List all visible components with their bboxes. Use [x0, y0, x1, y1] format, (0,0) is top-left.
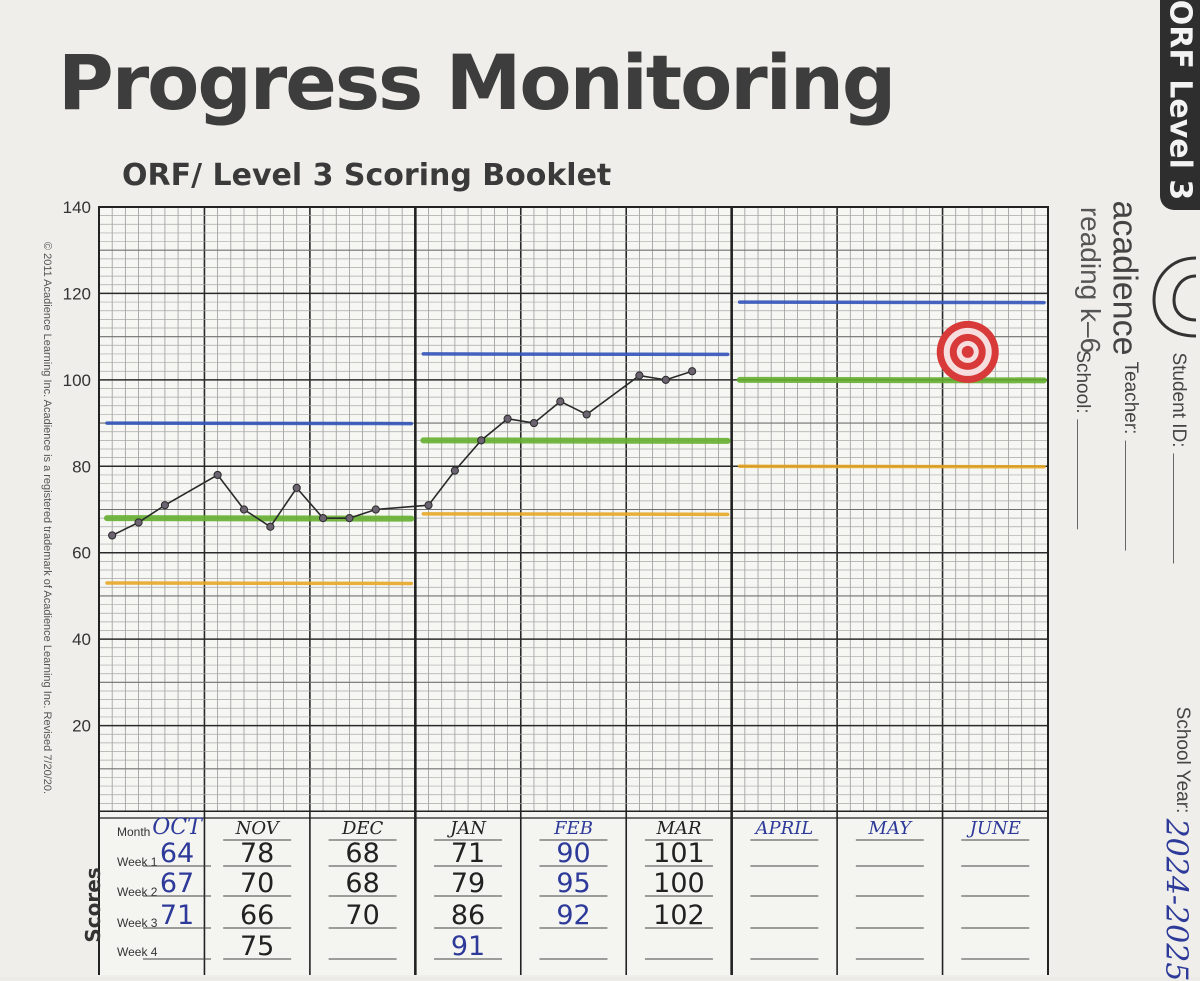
score-trend-line [111, 370, 693, 537]
benchmark-line [736, 376, 1047, 384]
table-month-label: JAN [446, 818, 487, 839]
score-point [134, 518, 143, 527]
benchmark-line [105, 581, 414, 586]
score-entry: 100 [653, 868, 705, 899]
score-point [503, 414, 512, 423]
table-month-label: FEB [553, 818, 593, 839]
score-entry: 92 [556, 900, 590, 931]
score-entry: 86 [451, 900, 485, 931]
table-row-label: Week 4 [117, 945, 158, 959]
target-ring [961, 345, 974, 358]
score-point [108, 531, 117, 540]
score-point [345, 514, 354, 523]
score-entry: 78 [240, 838, 274, 869]
score-point [582, 410, 591, 419]
table-row-label: Week 3 [117, 916, 158, 930]
page-title: Progress Monitoring [58, 38, 896, 127]
table-month-label: OCT [152, 815, 204, 840]
score-point [556, 397, 565, 406]
y-tick-label: 40 [72, 630, 91, 649]
score-point [424, 501, 433, 510]
score-point [160, 501, 170, 510]
score-entry: 71 [160, 900, 194, 931]
benchmark-line [420, 437, 731, 444]
scores-axis-label: Scores [81, 867, 105, 942]
score-entry: 95 [556, 868, 590, 899]
level-side-tab: ORF Level 3 [1160, 0, 1200, 210]
table-month-label: DEC [341, 818, 384, 839]
score-entry: 70 [240, 868, 274, 899]
page-subtitle: ORF/ Level 3 Scoring Booklet [122, 158, 612, 193]
score-entry: 75 [240, 931, 274, 962]
table-row-label: Month [117, 825, 150, 839]
table-month-label: MAR [655, 818, 701, 839]
benchmark-line [421, 352, 730, 357]
score-point [292, 483, 301, 492]
table-month-label: JUNE [966, 818, 1021, 839]
score-entry: 66 [240, 900, 274, 931]
score-point [266, 522, 275, 531]
benchmark-line [737, 300, 1046, 305]
y-tick-label: 20 [72, 717, 91, 736]
y-tick-label: 80 [72, 457, 91, 476]
score-point [213, 470, 222, 480]
benchmark-line [104, 515, 415, 522]
table-row-label: Week 2 [117, 885, 158, 899]
score-point [635, 371, 644, 380]
score-point [318, 514, 328, 523]
y-tick-label: 60 [72, 544, 91, 563]
score-point [371, 505, 380, 514]
score-point [477, 436, 486, 445]
score-entry: 68 [345, 868, 379, 899]
benchmark-line [105, 421, 414, 426]
score-entry: 64 [160, 838, 194, 869]
score-entry: 79 [451, 868, 485, 899]
score-entry: 70 [345, 900, 379, 931]
table-month-label: MAY [868, 818, 914, 839]
score-table-background [99, 812, 1048, 975]
score-entry: 101 [653, 838, 705, 869]
target-icon [936, 320, 999, 383]
y-tick-label: 140 [63, 198, 91, 217]
score-point [450, 466, 459, 475]
benchmark-line [421, 512, 730, 517]
score-entry: 71 [451, 838, 485, 869]
score-entry: 102 [653, 900, 705, 931]
score-point [661, 375, 670, 384]
y-tick-label: 120 [63, 284, 91, 303]
table-row-label: Week 1 [117, 855, 158, 869]
score-entry: 67 [160, 868, 194, 899]
score-point [239, 505, 249, 514]
score-entry: 68 [345, 838, 379, 869]
score-point [688, 367, 697, 376]
table-month-label: APRIL [754, 818, 814, 839]
table-month-label: NOV [235, 818, 281, 839]
y-tick-label: 100 [63, 371, 91, 390]
score-point [529, 418, 539, 428]
score-entry: 91 [451, 931, 485, 962]
benchmark-line [737, 464, 1046, 469]
score-entry: 90 [556, 838, 590, 869]
